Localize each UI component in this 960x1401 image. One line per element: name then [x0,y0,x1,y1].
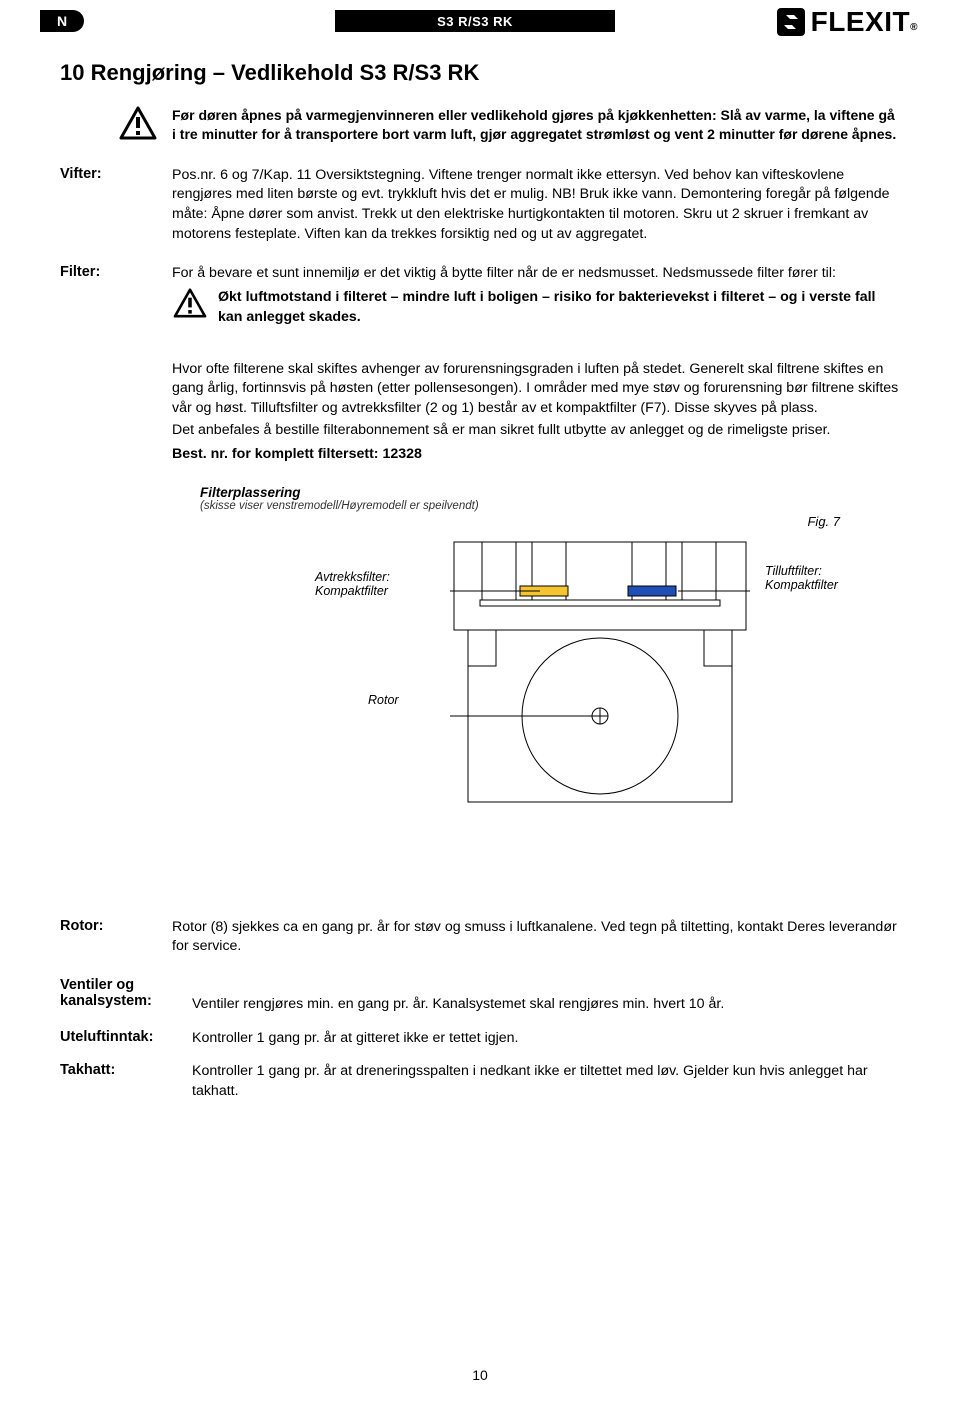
vifter-body: Pos.nr. 6 og 7/Kap. 11 Oversiktstegning.… [172,166,900,244]
warning-icon [118,106,158,142]
warning-icon [172,288,208,324]
rotor-section: Rotor: Rotor (8) sjekkes ca en gang pr. … [60,918,900,957]
ventiler-section: Ventiler og kanalsystem: Ventiler rengjø… [60,977,900,1015]
page-content: 10 Rengjøring – Vedlikehold S3 R/S3 RK F… [60,60,900,1121]
intro-warning-text: Før døren åpnes på varmegjenvinneren ell… [172,106,900,144]
figure-caption: Filterplassering [200,485,900,500]
filter-lead: For å bevare et sunt innemiljø er det vi… [172,265,836,281]
rotor-label: Rotor: [60,918,152,934]
vifter-label: Vifter: [60,166,152,182]
uteluft-section: Uteluftinntak: Kontroller 1 gang pr. år … [60,1029,900,1049]
callout-tilluftfilter: Tilluftfilter: Kompaktfilter [765,564,865,593]
uteluft-body: Kontroller 1 gang pr. år at gitteret ikk… [192,1029,900,1049]
callout-rotor: Rotor [368,693,428,707]
figure-area: Fig. 7 Avtrekksfilter: Kompaktfilter Til… [200,518,900,838]
ventiler-label: Ventiler og kanalsystem: [60,977,172,1009]
filter-para1: Hvor ofte filterene skal skiftes avhenge… [172,360,900,420]
page-header: N S3 R/S3 RK FLEXIT® [0,10,960,36]
filter-para2: Det anbefales å bestille filterabonnemen… [172,421,900,441]
filter-label: Filter: [60,264,152,280]
takhatt-body: Kontroller 1 gang pr. år at dreneringssp… [192,1062,900,1101]
takhatt-label: Takhatt: [60,1062,172,1078]
figure-block: Filterplassering (skisse viser venstremo… [200,485,900,838]
brand-name: FLEXIT® [811,6,918,38]
vifter-section: Vifter: Pos.nr. 6 og 7/Kap. 11 Oversikts… [60,166,900,244]
filter-warning-text: Økt luftmotstand i filteret – mindre luf… [218,288,900,328]
filter-order-number: Best. nr. for komplett filtersett: 12328 [172,445,900,465]
brand-logo: FLEXIT® [777,6,918,38]
brand-arrows-icon [777,8,805,36]
model-label: S3 R/S3 RK [335,10,615,32]
rotor-body: Rotor (8) sjekkes ca en gang pr. år for … [172,918,900,957]
figure-subcaption: (skisse viser venstremodell/Høyremodell … [200,500,900,512]
page-title: 10 Rengjøring – Vedlikehold S3 R/S3 RK [60,60,900,86]
uteluft-label: Uteluftinntak: [60,1029,172,1045]
lower-sections: Rotor: Rotor (8) sjekkes ca en gang pr. … [60,918,900,1102]
intro-warning-block: Før døren åpnes på varmegjenvinneren ell… [60,106,900,144]
takhatt-section: Takhatt: Kontroller 1 gang pr. år at dre… [60,1062,900,1101]
tilluft-filter-shape [628,586,676,596]
page-number: 10 [0,1367,960,1383]
filter-warning-block: Økt luftmotstand i filteret – mindre luf… [172,288,900,328]
ventiler-body: Ventiler rengjøres min. en gang pr. år. … [192,977,900,1015]
filter-section: Filter: For å bevare et sunt innemiljø e… [60,264,900,339]
language-tab: N [40,10,84,32]
figure-number: Fig. 7 [807,514,840,529]
callout-avtrekksfilter: Avtrekksfilter: Kompaktfilter [315,570,415,599]
unit-diagram [450,538,750,808]
filter-body: For å bevare et sunt innemiljø er det vi… [172,264,900,339]
filter-details: Hvor ofte filterene skal skiftes avhenge… [172,360,900,465]
